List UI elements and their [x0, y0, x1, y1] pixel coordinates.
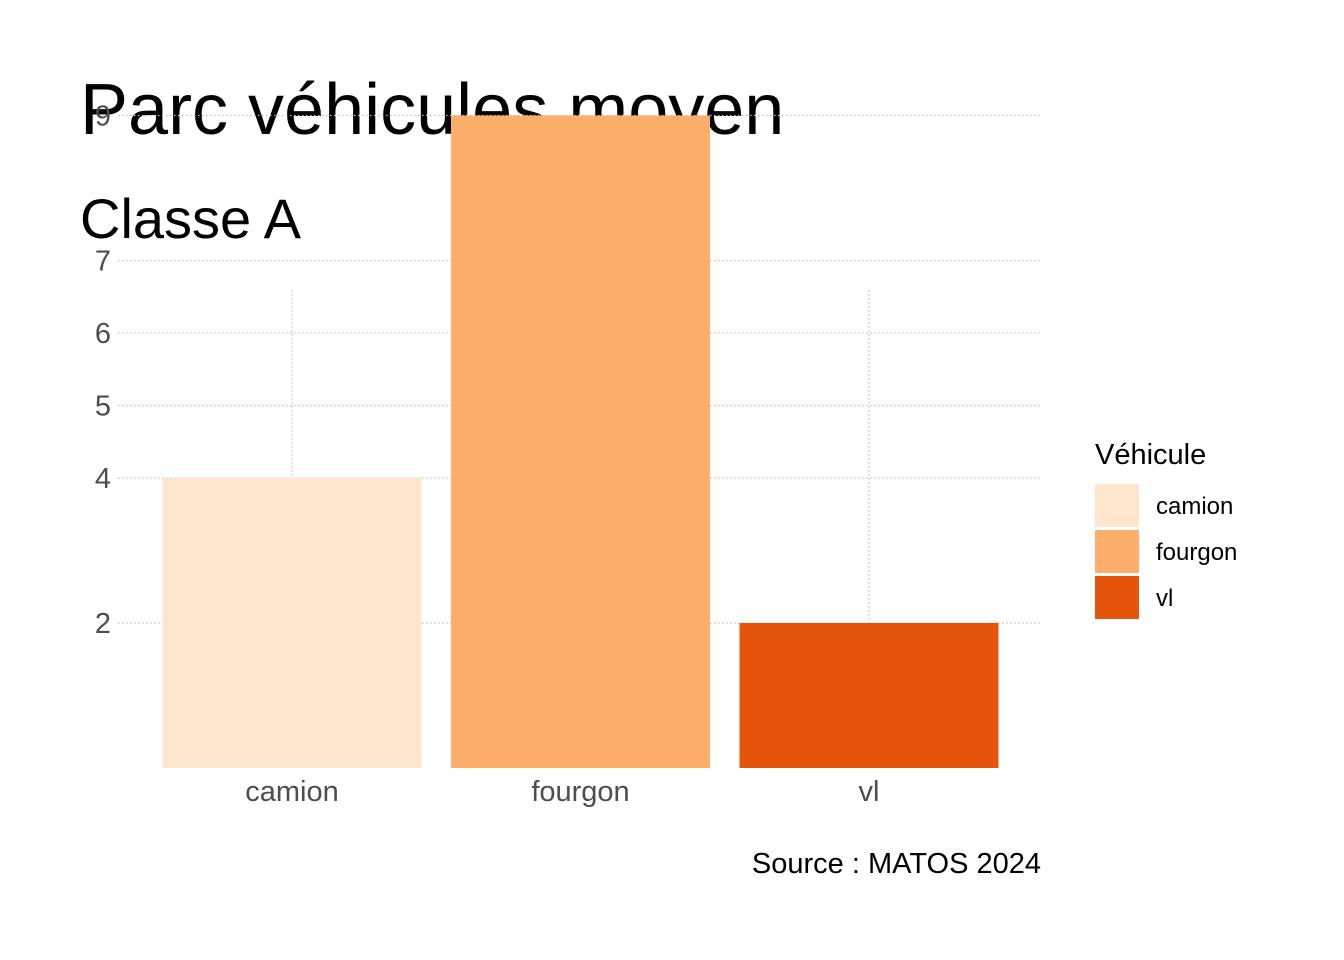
y-tick-label: 9 [95, 101, 111, 133]
legend-key-fourgon [1095, 530, 1139, 573]
chart-caption: Source : MATOS 2024 [752, 848, 1041, 880]
y-axis-ticks: 2 4 5 6 7 9 [95, 101, 111, 641]
legend-title: Véhicule [1095, 439, 1206, 471]
x-tick-label: camion [245, 776, 339, 808]
legend: Véhicule camion fourgon vl [1095, 439, 1237, 619]
bar-camion [162, 478, 422, 768]
y-tick-label: 2 [95, 608, 111, 640]
bars [162, 115, 999, 768]
bar-vl [739, 623, 999, 768]
legend-label: vl [1156, 585, 1173, 612]
y-tick-label: 6 [95, 318, 111, 350]
chart-subtitle: Classe A [80, 187, 302, 250]
bar-fourgon [451, 115, 710, 768]
legend-key-vl [1095, 576, 1139, 619]
y-tick-label: 7 [95, 246, 111, 278]
y-tick-label: 5 [95, 391, 111, 423]
legend-label: camion [1156, 493, 1233, 520]
x-tick-label: vl [859, 776, 880, 808]
legend-items: camion fourgon vl [1095, 484, 1237, 619]
legend-key-camion [1095, 484, 1139, 527]
y-tick-label: 4 [95, 463, 111, 495]
x-tick-label: fourgon [531, 776, 629, 808]
legend-label: fourgon [1156, 539, 1237, 566]
x-axis-ticks: camion fourgon vl [245, 776, 879, 808]
